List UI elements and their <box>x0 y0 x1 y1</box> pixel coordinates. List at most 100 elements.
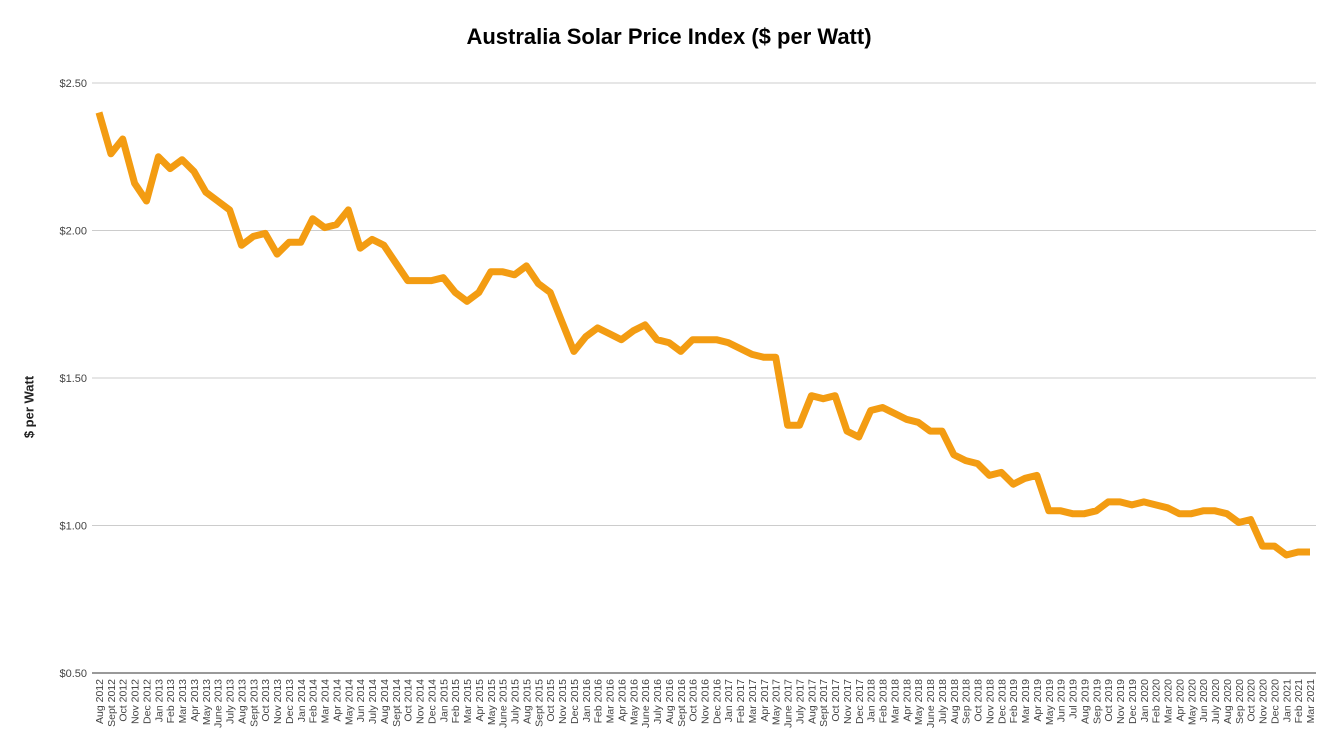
x-tick-label: Aug 2017 <box>806 679 818 724</box>
x-tick-label: Jan 2015 <box>438 679 450 722</box>
x-tick-label: Nov 2013 <box>272 679 284 724</box>
x-tick-label: Apr 2019 <box>1032 679 1044 722</box>
x-tick-label: Jun 2020 <box>1198 679 1210 722</box>
x-tick-label: Apr 2016 <box>616 679 628 722</box>
x-tick-label: Mar 2018 <box>889 679 901 724</box>
x-tick-label: June 2016 <box>640 679 652 728</box>
x-tick-label: Aug 2013 <box>236 679 248 724</box>
x-tick-label: Jan 2016 <box>581 679 593 722</box>
y-tick-label: $1.50 <box>59 373 87 385</box>
x-tick-label: Aug 2020 <box>1222 679 1234 724</box>
x-tick-label: Jan 2020 <box>1139 679 1151 722</box>
x-tick-label: June 2015 <box>498 679 510 728</box>
x-tick-label: Apr 2015 <box>474 679 486 722</box>
x-tick-label: Feb 2014 <box>308 679 320 724</box>
x-tick-label: Sep 2019 <box>1091 679 1103 724</box>
x-tick-label: Sept 2016 <box>676 679 688 727</box>
x-tick-label: Feb 2019 <box>1008 679 1020 724</box>
x-tick-label: Mar 2015 <box>462 679 474 724</box>
x-tick-label: May 2015 <box>486 679 498 725</box>
x-tick-label: Nov 2018 <box>984 679 996 724</box>
x-tick-label: Apr 2014 <box>331 679 343 722</box>
chart-title: Australia Solar Price Index ($ per Watt) <box>466 24 872 49</box>
x-tick-label: Aug 2018 <box>949 679 961 724</box>
x-tick-label: Oct 2017 <box>830 679 842 722</box>
x-tick-label: Jan 2014 <box>296 679 308 722</box>
x-tick-label: Feb 2020 <box>1151 679 1163 724</box>
x-tick-label: Mar 2019 <box>1020 679 1032 724</box>
x-tick-label: Nov 2014 <box>415 679 427 724</box>
x-tick-label: May 2016 <box>628 679 640 725</box>
x-tick-label: Sep 2020 <box>1234 679 1246 724</box>
y-tick-label: $1.00 <box>59 521 87 533</box>
x-tick-label: Mar 2016 <box>605 679 617 724</box>
x-tick-label: Apr 2018 <box>901 679 913 722</box>
x-tick-label: July 2013 <box>225 679 237 724</box>
x-tick-label: Feb 2017 <box>735 679 747 724</box>
x-tick-label: Oct 2015 <box>545 679 557 722</box>
x-tick-label: Jan 2017 <box>723 679 735 722</box>
x-tick-label: Oct 2018 <box>973 679 985 722</box>
x-tick-label: Nov 2015 <box>557 679 569 724</box>
x-tick-label: Sept 2014 <box>391 679 403 727</box>
x-tick-label: Sep 2018 <box>961 679 973 724</box>
x-tick-label: Sept 2015 <box>533 679 545 727</box>
gridlines <box>92 82 1316 674</box>
x-tick-label: July 2014 <box>367 679 379 724</box>
x-tick-label: Mar 2017 <box>747 679 759 724</box>
x-tick-label: Jun 2014 <box>355 679 367 722</box>
x-tick-label: May 2014 <box>343 679 355 725</box>
x-tick-label: Feb 2015 <box>450 679 462 724</box>
x-tick-label: Feb 2013 <box>165 679 177 724</box>
x-tick-label: Nov 2012 <box>130 679 142 724</box>
x-tick-label: June 2017 <box>783 679 795 728</box>
x-tick-label: Jan 2021 <box>1281 679 1293 722</box>
x-tick-label: July 2018 <box>937 679 949 724</box>
x-tick-label: Dec 2015 <box>569 679 581 724</box>
x-axis-ticks: Aug 2012 Sept 2012 Oct 2012 Nov 2012 Dec 201… <box>94 679 1317 728</box>
x-tick-label: May 2017 <box>771 679 783 725</box>
y-tick-label: $2.00 <box>59 226 87 238</box>
x-tick-label: Aug 2019 <box>1079 679 1091 724</box>
x-tick-label: Aug 2012 <box>94 679 106 724</box>
y-tick-label: $0.50 <box>59 668 87 680</box>
x-tick-label: July 2015 <box>510 679 522 724</box>
x-tick-label: Jul 2019 <box>1068 679 1080 719</box>
x-tick-label: Aug 2014 <box>379 679 391 724</box>
x-tick-label: Feb 2016 <box>593 679 605 724</box>
x-tick-label: Mar 2021 <box>1305 679 1317 724</box>
x-tick-label: Oct 2014 <box>403 679 415 722</box>
y-axis-ticks: $0.50 $1.00 $1.50 $2.00 $2.50 <box>59 78 87 680</box>
x-tick-label: May 2013 <box>201 679 213 725</box>
x-tick-label: Oct 2020 <box>1246 679 1258 722</box>
x-tick-label: July 2016 <box>652 679 664 724</box>
x-tick-label: Aug 2016 <box>664 679 676 724</box>
x-tick-label: Oct 2019 <box>1103 679 1115 722</box>
x-tick-label: Feb 2021 <box>1293 679 1305 724</box>
x-tick-label: Mar 2020 <box>1163 679 1175 724</box>
x-tick-label: Oct 2012 <box>118 679 130 722</box>
x-tick-label: Dec 2019 <box>1127 679 1139 724</box>
x-tick-label: May 2018 <box>913 679 925 725</box>
x-tick-label: Aug 2015 <box>521 679 533 724</box>
x-tick-label: July 2017 <box>794 679 806 724</box>
x-tick-label: Dec 2013 <box>284 679 296 724</box>
x-tick-label: Dec 2017 <box>854 679 866 724</box>
x-tick-label: June 2013 <box>213 679 225 728</box>
x-tick-label: Apr 2017 <box>759 679 771 722</box>
y-tick-label: $2.50 <box>59 78 87 90</box>
x-tick-label: Apr 2013 <box>189 679 201 722</box>
x-tick-label: Dec 2014 <box>426 679 438 724</box>
x-tick-label: Jan 2013 <box>153 679 165 722</box>
x-tick-label: Feb 2018 <box>878 679 890 724</box>
series-line <box>95 111 1310 559</box>
x-tick-label: Jan 2018 <box>866 679 878 722</box>
x-tick-label: Dec 2020 <box>1269 679 1281 724</box>
x-tick-label: Dec 2018 <box>996 679 1008 724</box>
x-tick-label: Nov 2020 <box>1258 679 1270 724</box>
series-layer <box>95 111 1310 559</box>
x-tick-label: Nov 2016 <box>700 679 712 724</box>
x-tick-label: Apr 2020 <box>1174 679 1186 722</box>
x-tick-label: Nov 2017 <box>842 679 854 724</box>
